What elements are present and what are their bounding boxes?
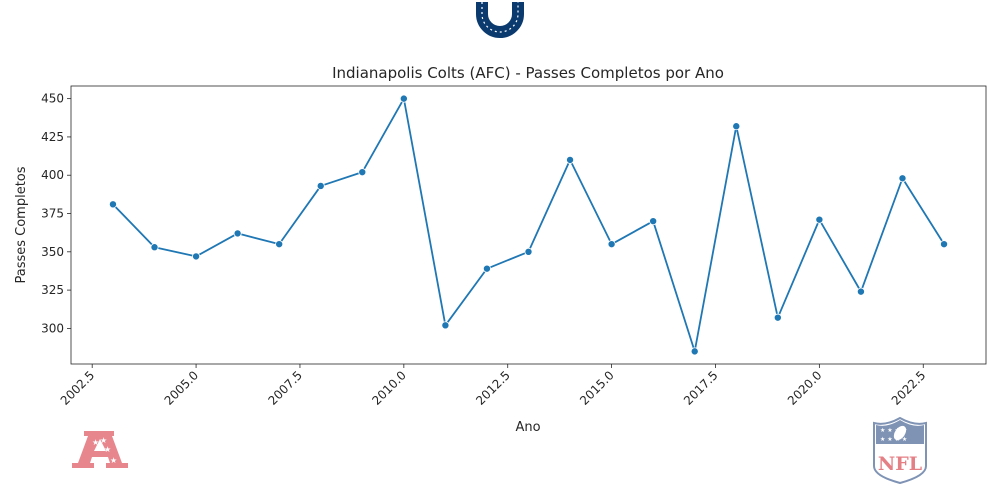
data-point [898,174,907,183]
y-tick-label: 325 [41,283,64,297]
svg-text:★: ★ [92,438,99,447]
data-point [399,94,408,103]
x-tick-label: 2010.0 [369,368,409,408]
data-point [566,155,575,164]
svg-text:★ ★ ★ ★: ★ ★ ★ ★ [880,436,907,443]
x-tick-label: 2007.5 [265,368,305,408]
data-point [607,240,616,249]
y-tick-label: 400 [41,168,64,182]
data-point [275,240,284,249]
y-axis: 300 325 350 375 400 425 450 [41,92,71,335]
data-point [358,168,367,177]
data-point [108,200,117,209]
series-layer [108,94,949,356]
data-point [856,287,865,296]
data-point [482,264,491,273]
x-tick-label: 2005.0 [162,368,202,408]
data-point [233,229,242,238]
y-tick-label: 300 [41,321,64,335]
series-line [112,97,945,353]
nfl-icon: ★ ★ ★ ★ ★ ★ ★ ★ NFL [873,416,927,485]
x-axis: 2002.5 2005.0 2007.5 2010.0 2012.5 2015.0 2017… [58,364,929,408]
data-point [441,321,450,330]
data-point [690,347,699,356]
data-point [773,313,782,322]
data-point [316,181,325,190]
y-tick-label: 450 [41,92,64,106]
data-point [150,243,159,252]
data-point [192,252,201,261]
chart-title: Indianapolis Colts (AFC) - Passes Comple… [332,64,724,82]
data-point [649,217,658,226]
horseshoe-icon [476,2,524,38]
data-point [940,240,949,249]
plot-frame [70,85,987,365]
x-tick-label: 2020.0 [785,368,825,408]
x-tick-label: 2002.5 [58,368,98,408]
data-point [815,215,824,224]
afc-icon: ★ ★ ★ ★ [72,431,128,468]
x-tick-label: 2017.5 [681,368,721,408]
nfl-logo-text: NFL [878,453,922,475]
x-tick-label: 2015.0 [577,368,617,408]
data-point [732,122,741,131]
data-point [524,247,533,256]
y-tick-label: 350 [41,245,64,259]
svg-text:★ ★ ★ ★: ★ ★ ★ ★ [880,427,907,434]
svg-text:★: ★ [100,436,107,445]
x-tick-label: 2012.5 [473,368,513,408]
y-axis-title: Passes Completos [14,166,29,283]
svg-text:★: ★ [104,445,111,454]
y-tick-label: 425 [41,130,64,144]
y-tick-label: 375 [41,207,64,221]
x-axis-title: Ano [515,420,540,435]
svg-text:★: ★ [110,456,117,465]
x-tick-label: 2022.5 [889,368,929,408]
